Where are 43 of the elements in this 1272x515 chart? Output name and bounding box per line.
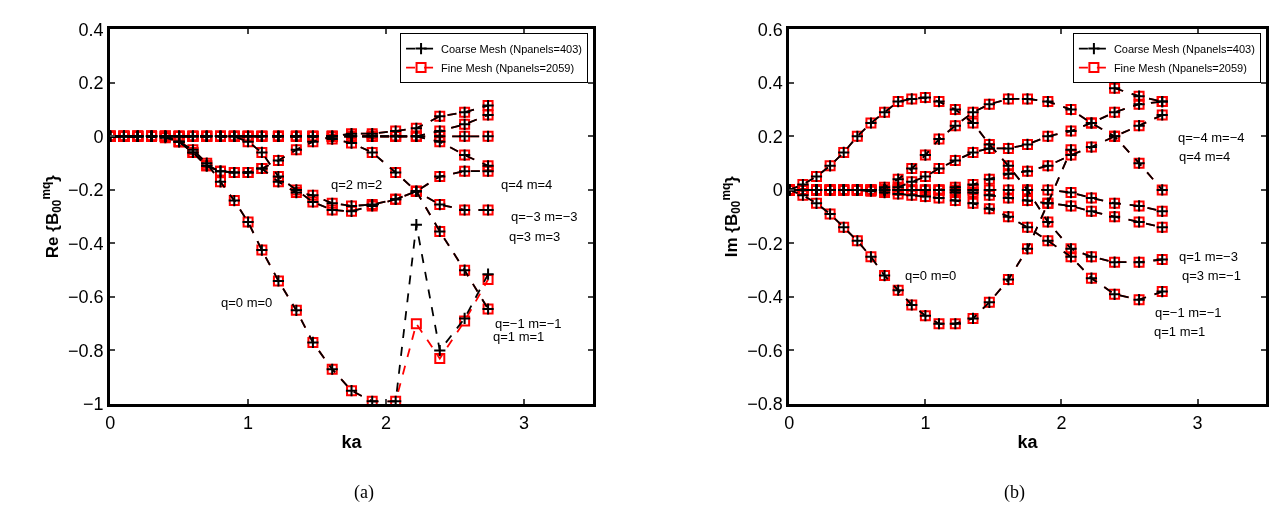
y-tick-label: −0.8 (747, 394, 783, 415)
annotation: q=−1 m=−1 (1155, 305, 1222, 320)
legend-label: Fine Mesh (Npanels=2059) (1113, 61, 1247, 74)
annotation: q=3 m=−1 (1182, 268, 1241, 283)
y-tick-label: −0.6 (68, 287, 104, 308)
y-tick-label: 0.4 (757, 73, 783, 94)
y-tick-label: −0.2 (68, 180, 104, 201)
annotation: q=1 m=−3 (1179, 249, 1238, 264)
annotation: q=4 m=4 (501, 177, 553, 192)
y-tick-label: 0 (772, 180, 783, 201)
annotation: q=3 m=3 (509, 229, 561, 244)
annotation: q=−4 m=−4 (1178, 130, 1245, 145)
x-tick-label: 3 (518, 412, 529, 433)
annotation: q=−3 m=−3 (511, 209, 578, 224)
y-tick-label: 0.2 (757, 126, 783, 147)
x-axis-title: ka (1017, 431, 1039, 452)
x-tick-label: 2 (1056, 412, 1067, 433)
annotation: q=0 m=0 (221, 295, 273, 310)
annotation: q=0 m=0 (905, 268, 957, 283)
legend-label: Coarse Mesh (Npanels=403) (441, 42, 582, 55)
text: (a) (354, 482, 374, 503)
y-tick-label: −0.4 (68, 233, 104, 254)
legend-label: Coarse Mesh (Npanels=403) (1113, 42, 1255, 55)
y-tick-label: −1 (83, 394, 104, 415)
x-tick-label: 3 (1192, 412, 1203, 433)
annotation: q=2 m=2 (331, 177, 383, 192)
x-tick-label: 1 (920, 412, 931, 433)
x-tick-label: 2 (380, 412, 392, 433)
y-tick-label: 0 (93, 126, 104, 147)
x-axis-title: ka (341, 431, 363, 452)
y-tick-label: −0.8 (68, 340, 104, 361)
text: (b) (1004, 482, 1025, 503)
annotation: q=4 m=4 (1179, 149, 1231, 164)
y-tick-label: 0.6 (757, 19, 783, 40)
y-tick-label: −0.6 (747, 340, 783, 361)
annotation: q=1 m=1 (1154, 324, 1206, 339)
annotation: q=−1 m=−1 (495, 316, 562, 331)
y-tick-label: −0.4 (747, 287, 783, 308)
y-tick-label: 0.2 (78, 73, 104, 94)
y-tick-label: 0.4 (78, 19, 104, 40)
y-tick-label: −0.2 (747, 233, 783, 254)
x-tick-label: 1 (243, 412, 254, 433)
legend-label: Fine Mesh (Npanels=2059) (441, 61, 575, 74)
